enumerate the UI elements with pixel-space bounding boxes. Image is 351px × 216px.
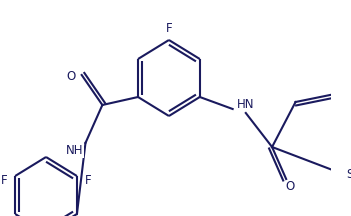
Text: F: F	[166, 22, 172, 35]
Text: O: O	[66, 70, 75, 84]
Text: F: F	[1, 175, 8, 187]
Text: S: S	[346, 168, 351, 181]
Text: O: O	[285, 181, 294, 194]
Text: HN: HN	[237, 97, 254, 111]
Text: NH: NH	[66, 145, 84, 157]
Text: F: F	[85, 175, 91, 187]
